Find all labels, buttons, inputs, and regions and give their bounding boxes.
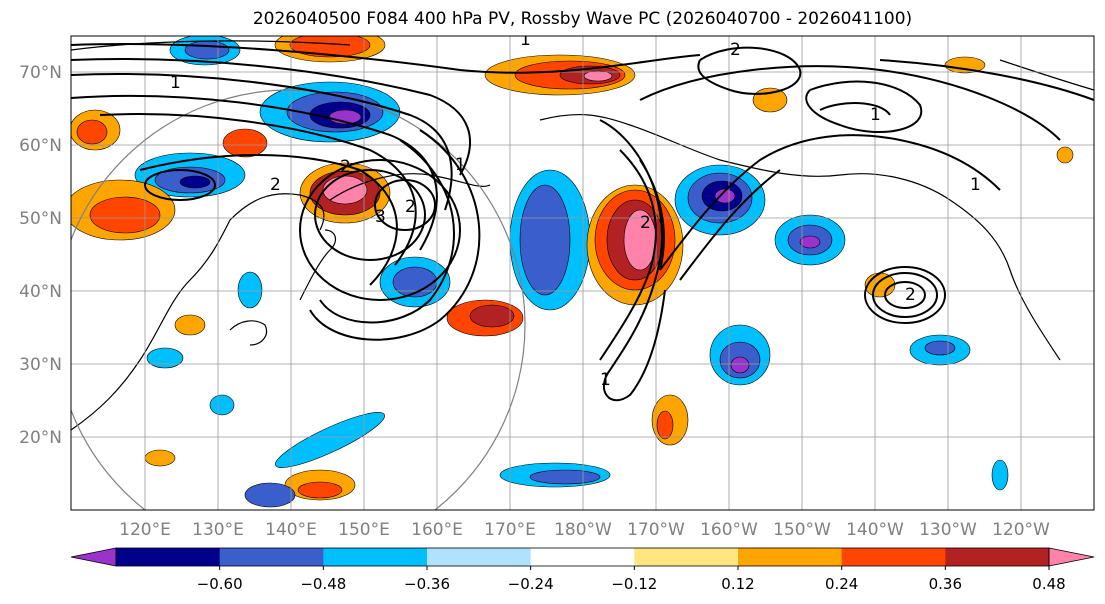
contour-label: 2 [640, 213, 651, 233]
graticule [71, 36, 1094, 510]
lon-tick: 150°E [338, 520, 390, 540]
contour-label: 2 [270, 175, 281, 195]
colorbar-tick-label: 0.24 [825, 575, 858, 593]
contour-label: 2 [905, 285, 916, 305]
contour-label: 1 [970, 175, 981, 195]
contour-label: 2 [730, 40, 741, 60]
lon-tick: 120°W [992, 520, 1050, 540]
lon-tick: 130°E [192, 520, 244, 540]
coastlines [71, 40, 1094, 431]
contour-label: 2 [405, 197, 416, 217]
colorbar-tick-label: 0.12 [721, 575, 754, 593]
lat-tick: 20°N [19, 428, 62, 448]
contour-label: 2 [340, 157, 351, 177]
colorbar-tick-label: −0.36 [404, 575, 450, 593]
lon-tick: 140°W [846, 520, 904, 540]
lon-tick: 170°E [484, 520, 536, 540]
radius-circle [71, 89, 526, 510]
colorbar-segment [427, 548, 532, 566]
lon-tick: 150°W [773, 520, 831, 540]
lat-tick: 50°N [19, 209, 62, 229]
colorbar-tick-label: −0.24 [508, 575, 554, 593]
colorbar-extend-high [1048, 547, 1095, 567]
lat-tick: 70°N [19, 63, 62, 83]
colorbar-labels: −0.60 −0.48 −0.36 −0.24 −0.12 0.12 0.24 0.36 0.4… [197, 566, 1066, 593]
contour-label: 1 [520, 30, 531, 50]
lon-tick: 130°W [919, 520, 977, 540]
colorbar-segment [841, 548, 946, 566]
lon-tick: 140°E [265, 520, 317, 540]
colorbar-tick-label: 0.36 [929, 575, 962, 593]
colorbar-segment [530, 548, 635, 566]
contour-labels: 1 2 1 2 1 2 3 2 1 2 1 2 1 [170, 30, 981, 390]
colorbar-segment [323, 548, 428, 566]
map-border [70, 35, 1095, 511]
map-title: 2026040500 F084 400 hPa PV, Rossby Wave … [252, 9, 913, 29]
lon-tick: 160°E [411, 520, 463, 540]
lon-tick: 170°W [627, 520, 685, 540]
contour-label: 1 [455, 155, 466, 175]
colorbar-segment [738, 548, 843, 566]
lon-tick: 180°W [554, 520, 612, 540]
lon-tick: 160°W [700, 520, 758, 540]
contour-label: 3 [375, 207, 386, 227]
lon-tick: 120°E [119, 520, 171, 540]
colorbar-tick-label: 0.48 [1032, 575, 1065, 593]
colorbar-segment [634, 548, 739, 566]
colorbar [70, 547, 1095, 567]
wave-packet-contours [71, 43, 1094, 402]
colorbar-segment [116, 548, 221, 566]
colorbar-tick-label: −0.48 [300, 575, 346, 593]
colorbar-segment [219, 548, 324, 566]
colorbar-frame [115, 547, 1050, 567]
lat-axis: 70°N 60°N 50°N 40°N 30°N 20°N [19, 63, 62, 448]
colorbar-tick-label: −0.12 [611, 575, 657, 593]
colorbar-segment [945, 548, 1050, 566]
contour-label: 1 [600, 370, 611, 390]
lat-tick: 30°N [19, 355, 62, 375]
colorbar-tick-label: −0.60 [197, 575, 243, 593]
contour-label: 1 [870, 105, 881, 125]
colorbar-extend-low [70, 547, 117, 567]
lat-tick: 40°N [19, 282, 62, 302]
lat-tick: 60°N [19, 136, 62, 156]
contour-label: 1 [170, 73, 181, 93]
lon-axis: 120°E 130°E 140°E 150°E 160°E 170°E 180°… [119, 520, 1050, 540]
